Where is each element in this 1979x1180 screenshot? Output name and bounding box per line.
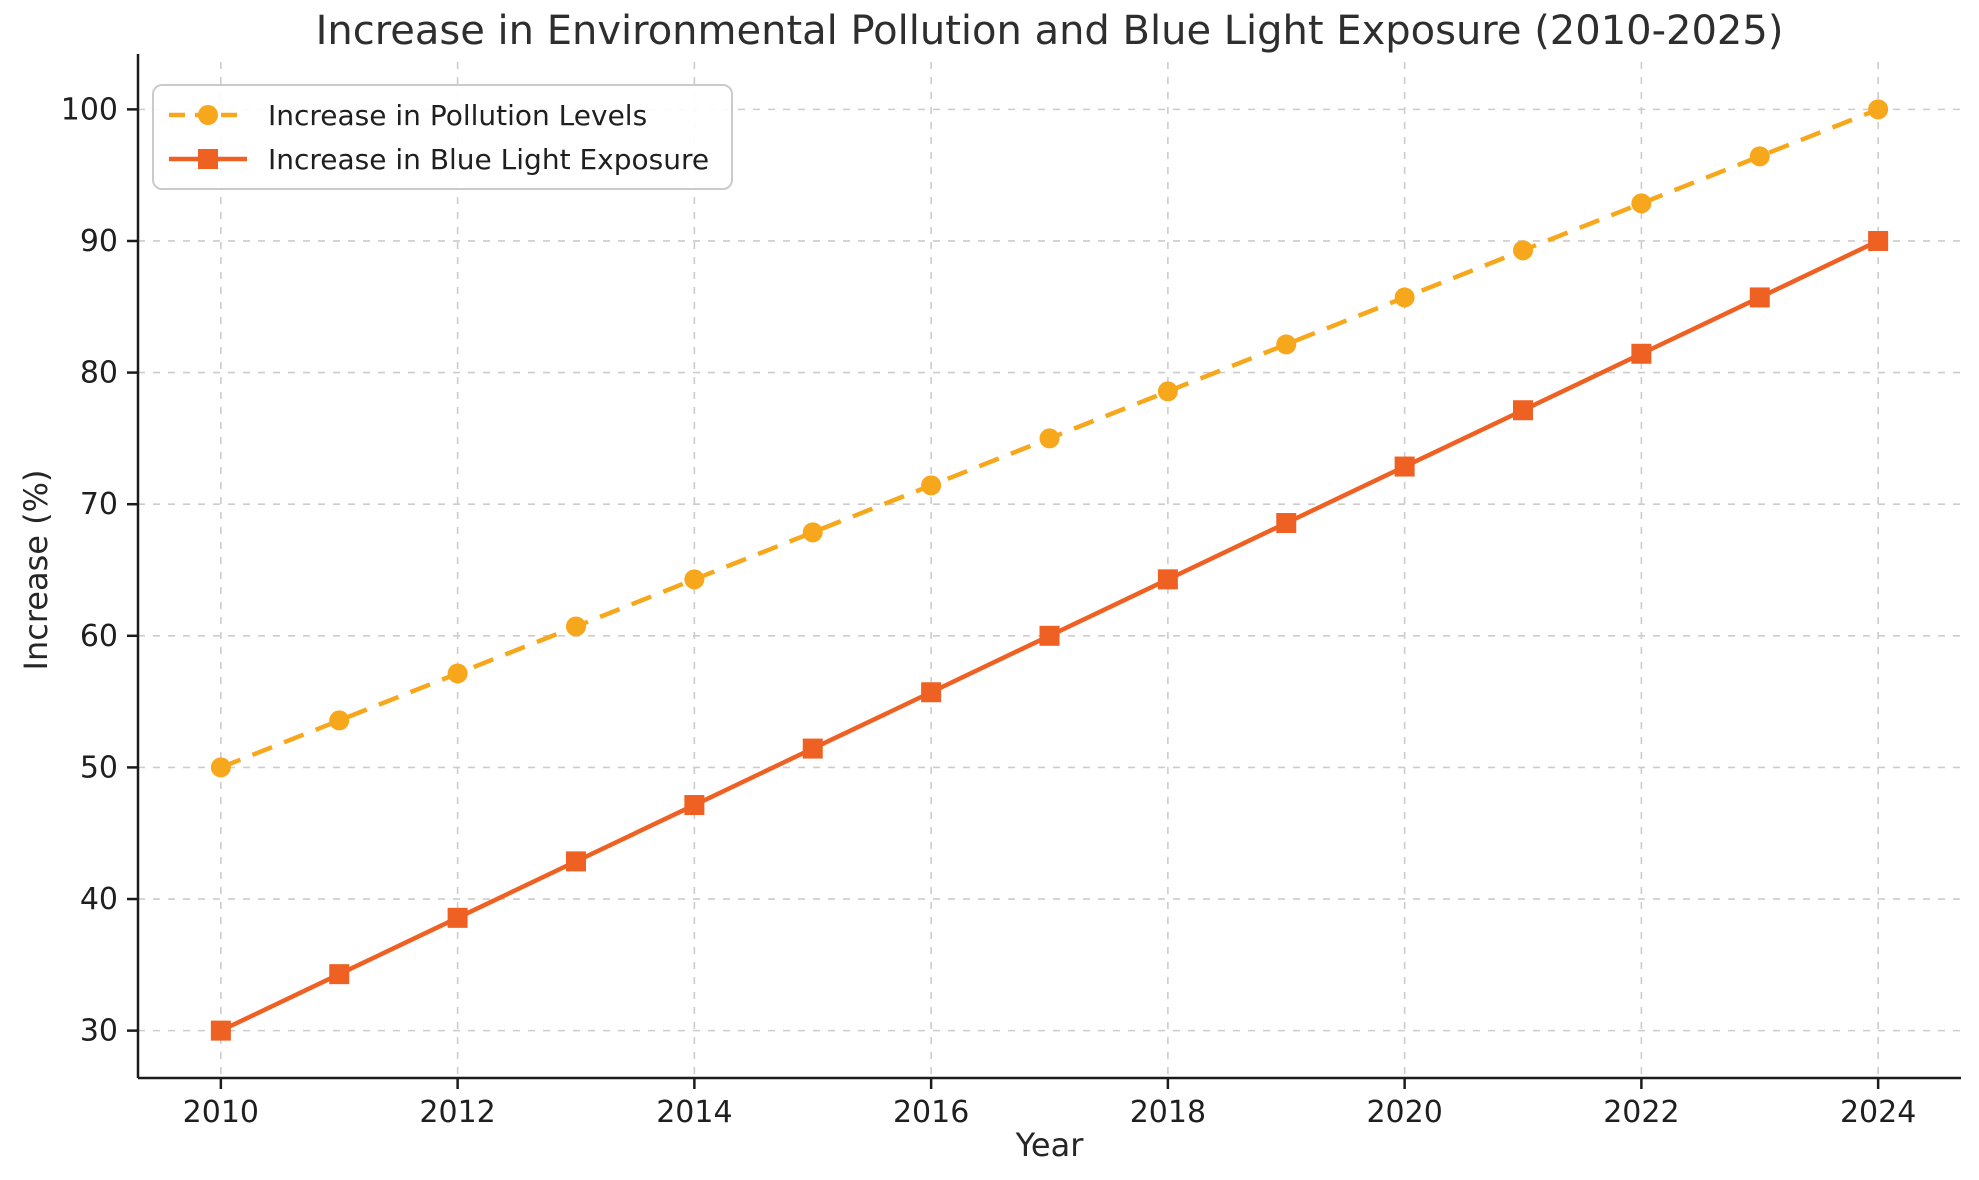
data-point — [1749, 287, 1770, 308]
x-tick-label: 2020 — [1366, 1095, 1442, 1130]
legend-item-blue-light: Increase in Blue Light Exposure — [166, 140, 709, 178]
dashed-line-circle-marker-icon — [169, 105, 247, 125]
legend: Increase in Pollution Levels Increase in… — [152, 84, 734, 190]
data-point — [210, 757, 231, 778]
data-point — [802, 738, 823, 759]
legend-label-blue-light: Increase in Blue Light Exposure — [268, 142, 710, 176]
series-blue-light — [210, 230, 1889, 1041]
x-tick-label: 2014 — [656, 1095, 732, 1130]
data-point — [684, 795, 705, 816]
data-point — [1868, 230, 1889, 251]
y-tick-label: 60 — [80, 619, 118, 654]
legend-label-pollution: Increase in Pollution Levels — [268, 98, 648, 132]
y-tick-label: 30 — [80, 1014, 118, 1049]
y-tick-label: 40 — [80, 882, 118, 917]
data-point — [802, 522, 823, 543]
data-point — [921, 475, 942, 496]
data-point — [1394, 287, 1415, 308]
data-point — [1513, 240, 1534, 261]
data-point — [565, 616, 586, 637]
data-point — [565, 851, 586, 872]
x-tick-label: 2018 — [1130, 1095, 1206, 1130]
data-point — [1868, 99, 1889, 120]
data-point — [329, 964, 350, 985]
data-point — [210, 1020, 231, 1041]
data-point — [1157, 569, 1178, 590]
x-tick-label: 2010 — [183, 1095, 259, 1130]
data-point — [329, 710, 350, 731]
data-point — [1276, 334, 1297, 355]
x-tick-label: 2012 — [419, 1095, 495, 1130]
data-point — [1039, 625, 1060, 646]
x-axis-label: Year — [1015, 1126, 1084, 1164]
y-tick-label: 50 — [80, 750, 118, 785]
data-point — [921, 682, 942, 703]
y-tick-label: 100 — [61, 92, 118, 127]
data-point — [1631, 193, 1652, 214]
y-axis-label: Increase (%) — [17, 469, 55, 671]
data-point — [1157, 381, 1178, 402]
legend-item-pollution: Increase in Pollution Levels — [166, 96, 709, 134]
chart-title: Increase in Environmental Pollution and … — [315, 8, 1784, 54]
data-point — [1749, 146, 1770, 167]
data-point — [684, 569, 705, 590]
grid — [138, 62, 1961, 1078]
data-point — [447, 663, 468, 684]
series-pollution — [210, 99, 1889, 778]
data-point — [1039, 428, 1060, 449]
axes: 2010 2012 2014 2016 2018 2020 2022 2024 30 40 50 60… — [61, 54, 1961, 1130]
data-point — [1394, 456, 1415, 477]
solid-line-square-marker-icon — [169, 149, 247, 169]
x-tick-label: 2022 — [1603, 1095, 1679, 1130]
data-point — [1513, 400, 1534, 421]
y-tick-label: 70 — [80, 487, 118, 522]
data-point — [447, 907, 468, 928]
y-tick-label: 90 — [80, 224, 118, 259]
data-point — [1631, 343, 1652, 364]
y-tick-label: 80 — [80, 356, 118, 391]
x-tick-label: 2016 — [893, 1095, 969, 1130]
x-tick-label: 2024 — [1840, 1095, 1916, 1130]
data-point — [1276, 513, 1297, 534]
